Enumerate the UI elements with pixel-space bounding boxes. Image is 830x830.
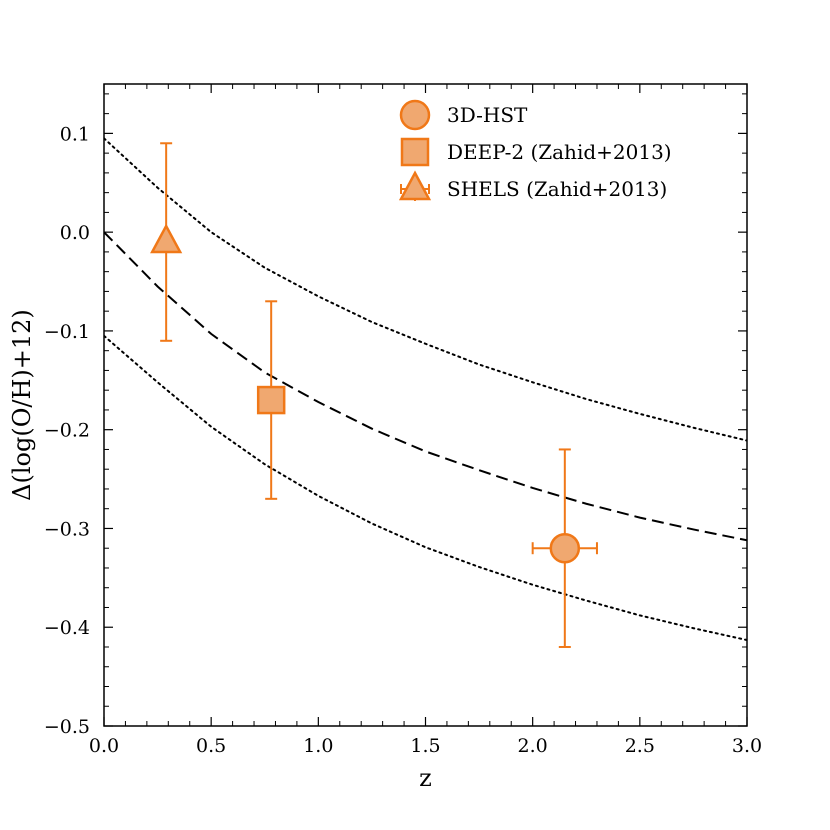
- curve-best-fit: [104, 231, 747, 542]
- legend-3d-hst-marker: [399, 99, 431, 131]
- x-tick-label: 0.0: [89, 735, 119, 757]
- legend-shels-marker: [398, 170, 432, 201]
- x-tick-label: 0.5: [196, 735, 226, 757]
- y-tick-label: −0.3: [44, 518, 90, 540]
- deep-2-marker: [256, 385, 286, 415]
- x-tick-label: 2.5: [625, 735, 655, 757]
- x-axis-title: z: [419, 764, 432, 792]
- errorbar-layer: [160, 142, 598, 648]
- x-tick-labels: 0.0 0.5 1.0 1.5 2.0 2.5 3.0: [89, 735, 762, 757]
- y-tick-label: 0.1: [60, 123, 90, 145]
- legend-deep-2-marker: [400, 137, 430, 167]
- legend-shels-label: SHELS (Zahid+2013): [447, 177, 667, 201]
- marker-layer: [150, 223, 581, 564]
- legend-3d-hst-label: 3D-HST: [447, 103, 528, 127]
- x-tick-label: 2.0: [518, 735, 548, 757]
- legend: 3D-HST DEEP-2 (Zahid+2013) SHELS (Zahid+20…: [398, 99, 672, 201]
- y-tick-labels: −0.5 −0.4 −0.3 −0.2 −0.1 0.0 0.1: [44, 123, 90, 738]
- shels-marker: [150, 223, 183, 254]
- x-tick-label: 1.0: [303, 735, 333, 757]
- y-axis-title: Δ(log(O/H)+12): [8, 309, 36, 501]
- y-tick-label: −0.4: [44, 617, 90, 639]
- x-tick-label: 1.5: [410, 735, 440, 757]
- y-tick-label: 0.0: [60, 222, 90, 244]
- curves-layer: [104, 137, 747, 642]
- legend-deep-2-label: DEEP-2 (Zahid+2013): [447, 140, 672, 164]
- y-tick-label: −0.1: [44, 321, 90, 343]
- x-tick-label: 3.0: [732, 735, 762, 757]
- 3d-hst-marker: [549, 532, 581, 564]
- y-tick-label: −0.2: [44, 420, 90, 442]
- curve-lower-envelope: [104, 334, 747, 642]
- curve-upper-envelope: [104, 137, 747, 442]
- tick-layer: [103, 84, 748, 727]
- y-tick-label: −0.5: [44, 716, 90, 738]
